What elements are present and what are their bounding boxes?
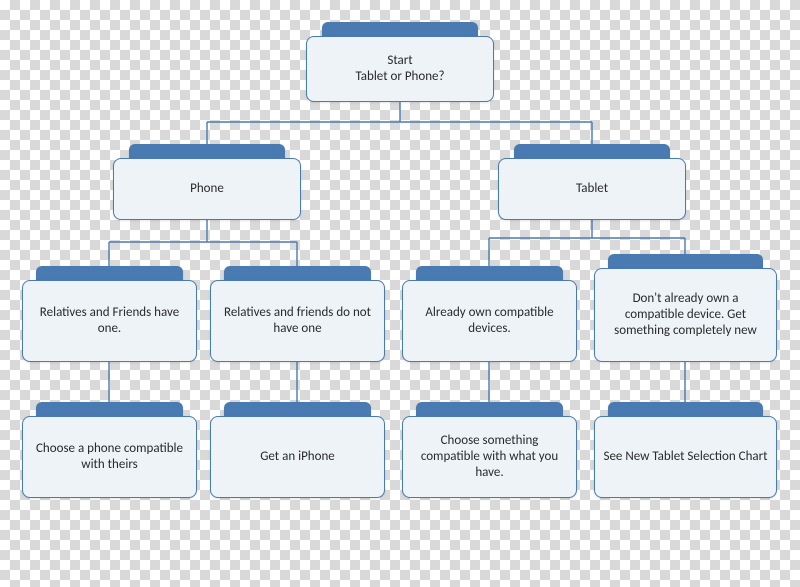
node-not-own-box: Don't already own a compatible device. G… [594, 268, 777, 362]
node-phone-label: Phone [190, 181, 224, 197]
node-new-tablet-box: See New Tablet Selection Chart [594, 416, 777, 498]
node-iphone-box: Get an iPhone [210, 416, 385, 498]
node-rel-not-label: Relatives and friends do not have one [219, 305, 376, 338]
node-start-label: Start Tablet or Phone? [355, 53, 444, 86]
node-phone-box: Phone [113, 158, 301, 220]
node-choose-comp-box: Choose something compatible with what yo… [402, 416, 577, 498]
node-tablet-box: Tablet [498, 158, 686, 220]
node-start-box: Start Tablet or Phone? [306, 36, 494, 102]
node-own-label: Already own compatible devices. [411, 305, 568, 338]
node-rel-have-label: Relatives and Friends have one. [31, 305, 188, 338]
node-start-line1: Start [355, 53, 444, 69]
node-own-box: Already own compatible devices. [402, 280, 577, 362]
flowchart-stage: Start Tablet or Phone? Phone Tablet Rela… [0, 0, 800, 587]
node-choose-phone-label: Choose a phone compatible with theirs [31, 441, 188, 474]
node-rel-not-box: Relatives and friends do not have one [210, 280, 385, 362]
node-new-tablet-label: See New Tablet Selection Chart [603, 449, 767, 465]
node-iphone-label: Get an iPhone [260, 449, 335, 465]
node-choose-phone-box: Choose a phone compatible with theirs [22, 416, 197, 498]
node-rel-have-box: Relatives and Friends have one. [22, 280, 197, 362]
node-start-line2: Tablet or Phone? [355, 69, 444, 85]
node-not-own-label: Don't already own a compatible device. G… [603, 291, 768, 340]
node-tablet-label: Tablet [576, 181, 608, 197]
node-choose-comp-label: Choose something compatible with what yo… [411, 433, 568, 482]
